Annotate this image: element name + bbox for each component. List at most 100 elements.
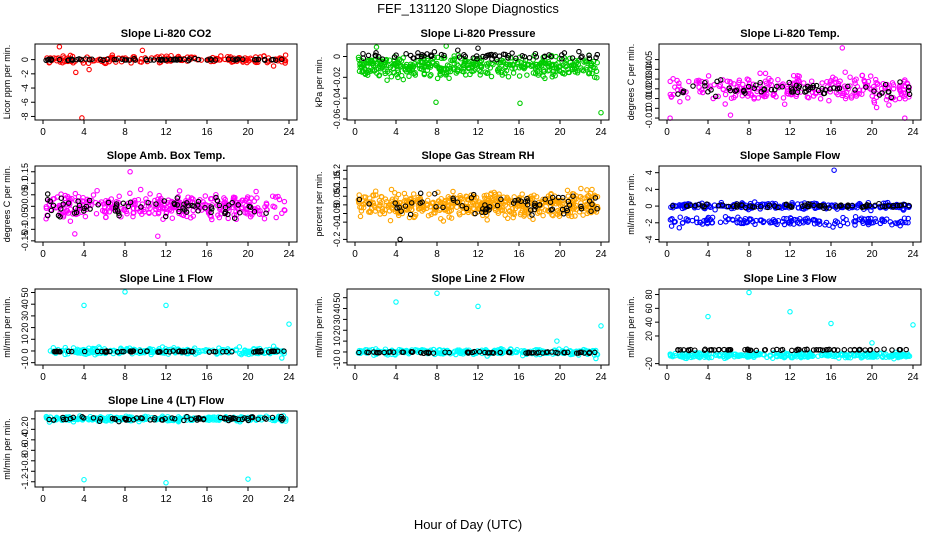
data-point — [369, 61, 375, 67]
data-point — [565, 66, 571, 72]
series-1 — [43, 413, 289, 486]
x-tick-label: 24 — [907, 249, 919, 260]
data-point — [677, 214, 683, 220]
data-point — [864, 202, 870, 208]
x-tick-label: 20 — [242, 127, 254, 138]
data-point — [252, 349, 259, 355]
data-point — [690, 83, 696, 89]
data-point — [514, 347, 520, 353]
data-point — [76, 56, 82, 62]
data-point — [65, 348, 72, 355]
data-point — [705, 313, 711, 320]
data-point — [475, 45, 481, 51]
data-point — [73, 69, 79, 76]
data-point — [419, 59, 426, 65]
data-point — [247, 204, 254, 210]
data-point — [279, 355, 285, 361]
data-point — [430, 210, 437, 216]
data-point — [146, 209, 152, 216]
x-tick-label: 12 — [160, 372, 172, 383]
data-point — [456, 54, 463, 60]
data-point — [48, 56, 54, 63]
data-point — [532, 65, 539, 72]
data-point — [536, 202, 543, 208]
data-point — [708, 87, 714, 93]
x-tick-label: 20 — [242, 249, 254, 260]
x-tick-label: 8 — [122, 249, 128, 260]
data-point — [72, 231, 78, 237]
data-point — [443, 43, 449, 49]
data-point — [60, 53, 66, 59]
x-tick-label: 16 — [513, 249, 525, 260]
data-point — [524, 198, 531, 204]
data-point — [432, 190, 438, 197]
data-point — [204, 415, 210, 422]
data-point — [178, 348, 185, 355]
data-point — [788, 354, 795, 361]
data-point — [857, 346, 863, 353]
data-point — [441, 52, 447, 59]
data-point — [206, 209, 212, 215]
series-1 — [44, 44, 289, 121]
data-point — [387, 217, 394, 224]
series-2 — [356, 348, 598, 357]
data-point — [731, 81, 737, 87]
data-point — [592, 349, 598, 356]
data-point — [68, 56, 75, 62]
data-point — [446, 214, 452, 220]
data-point — [215, 414, 222, 421]
data-point — [711, 347, 718, 353]
panel-title: Slope Li-820 Temp. — [740, 28, 839, 40]
data-point — [377, 203, 383, 209]
data-point — [365, 52, 372, 59]
data-point — [585, 192, 592, 199]
data-point — [751, 199, 758, 205]
data-point — [533, 194, 540, 200]
data-point — [492, 52, 498, 58]
data-point — [169, 215, 176, 221]
panel-5: Slope Gas Stream RH percent per min. 0 4 8 12… — [314, 150, 610, 260]
data-point — [388, 186, 395, 193]
data-point — [382, 59, 389, 65]
y-tick-label: 0.02 — [644, 80, 654, 98]
data-point — [474, 203, 481, 209]
data-point — [546, 52, 552, 58]
data-point — [261, 215, 268, 222]
x-tick-label: 4 — [705, 127, 711, 138]
data-point — [890, 82, 897, 88]
data-point — [58, 195, 65, 201]
y-tick-label: 0 — [332, 202, 342, 207]
data-point — [415, 53, 421, 60]
data-point — [513, 349, 519, 356]
data-point — [171, 416, 178, 422]
data-point — [503, 67, 510, 74]
data-point — [578, 203, 584, 210]
y-axis-title: percent per min. — [314, 171, 324, 236]
data-point — [731, 94, 737, 101]
data-point — [437, 67, 444, 73]
data-point — [879, 353, 886, 360]
data-point — [515, 197, 522, 203]
data-point — [360, 50, 366, 57]
panel-title: Slope Sample Flow — [740, 150, 841, 162]
data-point — [137, 348, 144, 355]
data-point — [423, 205, 430, 212]
data-point — [105, 199, 112, 206]
data-point — [486, 350, 493, 356]
data-point — [727, 112, 734, 118]
data-point — [108, 196, 115, 202]
data-point — [814, 220, 821, 226]
data-point — [670, 76, 676, 82]
y-axis-title: ml/min per min. — [314, 296, 324, 358]
panel-3: Slope Li-820 Temp. degrees C per min. 0 4 8 1… — [626, 28, 922, 138]
data-point — [69, 195, 75, 202]
x-tick-label: 0 — [40, 249, 46, 260]
data-point — [435, 54, 441, 61]
y-tick-label: 0.05 — [332, 187, 342, 205]
data-point — [831, 346, 838, 353]
x-tick-label: 0 — [352, 372, 358, 383]
data-point — [775, 204, 781, 211]
data-point — [594, 74, 600, 81]
data-point — [826, 97, 832, 104]
data-point — [734, 219, 740, 226]
